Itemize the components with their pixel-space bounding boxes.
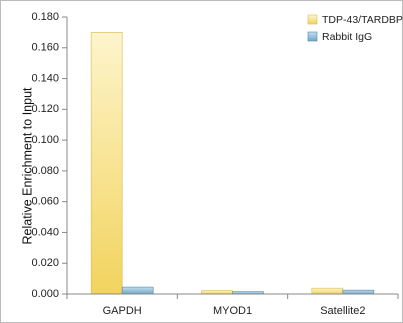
y-tick-label: 0.080 [31,165,59,177]
bars [90,32,375,295]
x-tick-label: MYOD1 [213,305,252,317]
y-tick-label: 0.040 [31,226,59,238]
x-tick-label: GAPDH [103,305,142,317]
legend: TDP-43/TARDBP Rabbit IgG [307,14,403,43]
bar-rabbit-igg-satellite2 [342,289,375,295]
y-tick-label: 0.140 [31,72,59,84]
y-tick-label: 0.060 [31,196,59,208]
y-tick-label: 0.020 [31,257,59,269]
legend-label-tdp43: TDP-43/TARDBP [322,14,403,26]
axes [66,17,398,295]
y-tick-label: 0.180 [31,11,59,23]
y-axis-ticks: 0.000 0.020 0.040 0.060 0.080 0.100 0.120 0.140… [31,11,67,300]
bar-tdp43-gapdh [90,32,123,295]
x-tick-label: Satellite2 [320,305,365,317]
y-axis-title: Relative Enrichment to Input [20,87,34,245]
bar-rabbit-igg-gapdh [121,286,154,295]
y-tick-label: 0.160 [31,42,59,54]
y-tick-label: 0.120 [31,103,59,115]
bar-tdp43-satellite2 [311,287,344,295]
y-tick-label: 0.000 [31,288,59,300]
legend-swatch-rabbit-igg [307,31,318,42]
legend-label-rabbit-igg: Rabbit IgG [322,31,372,43]
x-axis-ticks: GAPDH MYOD1 Satellite2 [66,294,399,317]
legend-swatch-tdp43 [307,14,318,25]
bar-tdp43-myod1 [201,290,233,295]
y-tick-label: 0.100 [31,134,59,146]
